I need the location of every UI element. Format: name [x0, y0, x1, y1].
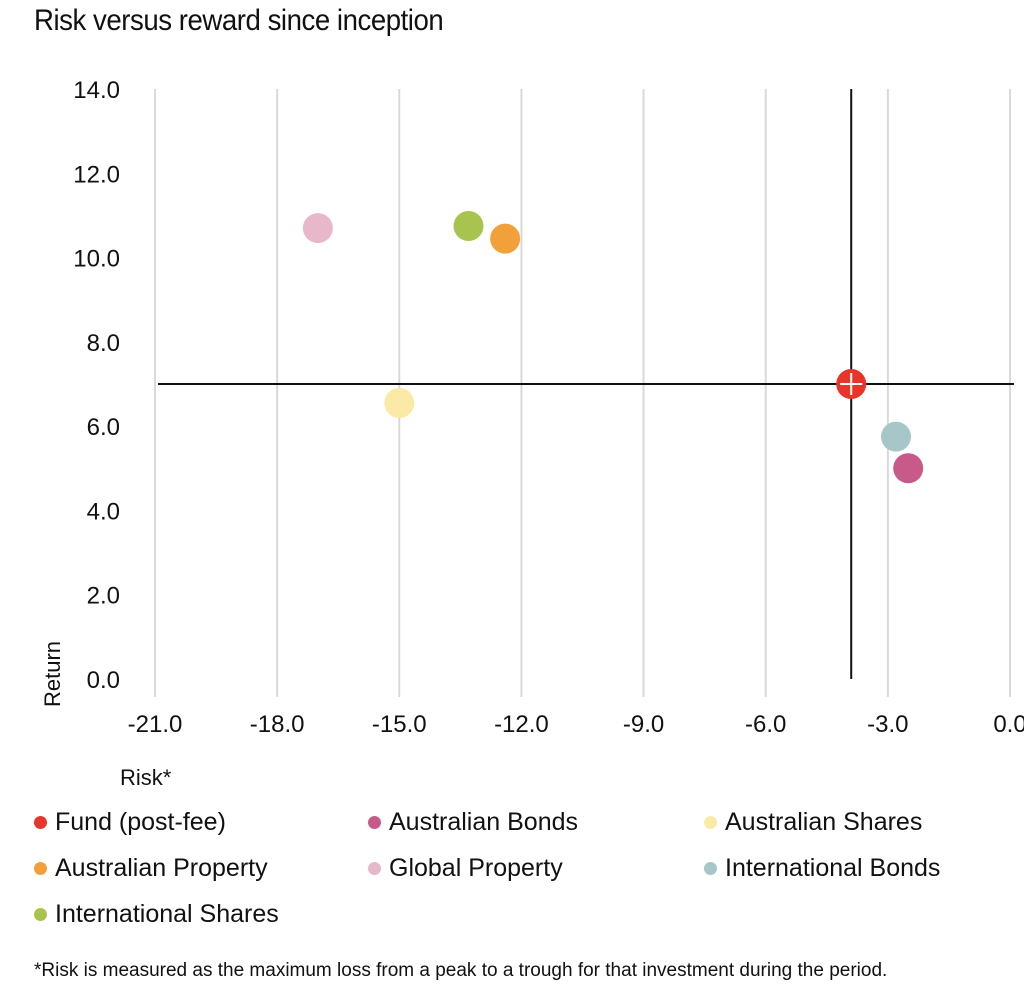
- y-tick-label: 14.0: [73, 77, 120, 104]
- legend-label: Australian Property: [55, 854, 268, 882]
- y-tick-label: 8.0: [87, 330, 120, 357]
- x-tick-label: -18.0: [250, 711, 305, 738]
- data-point: [384, 387, 415, 418]
- data-point: [302, 213, 333, 244]
- y-axis-label: Return: [40, 641, 65, 707]
- legend-swatch: [34, 862, 47, 875]
- legend-label: Australian Shares: [725, 808, 923, 836]
- legend-swatch: [704, 816, 717, 829]
- legend-swatch: [704, 862, 717, 875]
- x-tick-label: -9.0: [623, 711, 664, 738]
- legend-swatch: [34, 908, 47, 921]
- x-axis-label: Risk*: [120, 765, 172, 790]
- data-point: [490, 223, 521, 254]
- legend-item: International Shares: [34, 900, 279, 929]
- y-tick-label: 6.0: [87, 414, 120, 441]
- y-tick-label: 2.0: [87, 583, 120, 610]
- legend-swatch: [34, 816, 47, 829]
- x-tick-label: 0.0: [993, 711, 1024, 738]
- x-tick-label: -12.0: [494, 711, 549, 738]
- legend-item: Australian Shares: [704, 808, 922, 837]
- legend-item: International Bonds: [704, 854, 940, 883]
- y-tick-label: 4.0: [87, 498, 120, 525]
- legend-item: Fund (post-fee): [34, 808, 226, 837]
- x-tick-label: -15.0: [372, 711, 427, 738]
- legend-item: Australian Bonds: [368, 808, 578, 837]
- data-point: [893, 453, 924, 484]
- x-tick-label: -21.0: [128, 711, 183, 738]
- data-point: [881, 421, 911, 452]
- data-point: [453, 210, 484, 241]
- x-tick-label: -6.0: [745, 711, 786, 738]
- legend-label: Fund (post-fee): [55, 808, 226, 836]
- legend-swatch: [368, 816, 381, 829]
- legend-label: Australian Bonds: [389, 808, 579, 836]
- y-tick-label: 12.0: [73, 161, 120, 188]
- y-tick-label: 10.0: [73, 246, 120, 273]
- chart-title: Risk versus reward since inception: [34, 4, 444, 37]
- legend-label: International Shares: [55, 900, 279, 928]
- legend-label: International Bonds: [725, 854, 941, 882]
- legend-label: Global Property: [389, 854, 563, 882]
- legend-item: Australian Property: [34, 854, 268, 883]
- y-tick-label: 0.0: [87, 667, 120, 694]
- scatter-plot: -21.0 -18.0 -15.0 -12.0 -9.0 -6.0 -3.0 0.0 0.0 2.…: [40, 77, 1024, 790]
- legend-swatch: [368, 862, 381, 875]
- x-tick-label: -3.0: [867, 711, 908, 738]
- legend-item: Global Property: [368, 854, 563, 883]
- footnote: *Risk is measured as the maximum loss fr…: [34, 960, 888, 981]
